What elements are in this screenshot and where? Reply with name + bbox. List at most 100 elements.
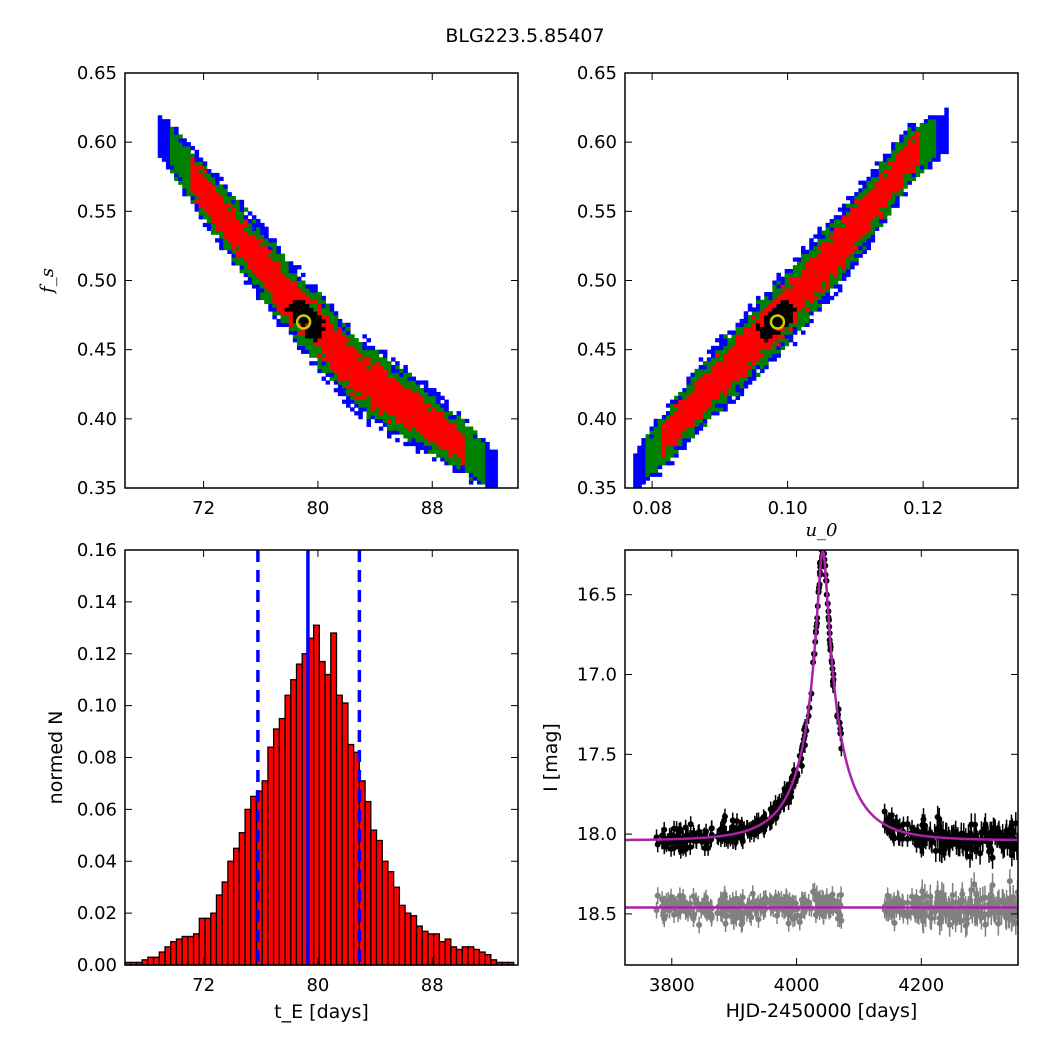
region-cell: [346, 357, 351, 362]
region-cell: [296, 284, 302, 289]
data-point: [661, 826, 668, 833]
region-cell: [756, 345, 761, 351]
region-cell: [395, 407, 400, 412]
region-cell: [415, 445, 421, 450]
histogram-bar: [324, 673, 332, 966]
region-cell: [702, 368, 708, 374]
region-cell: [751, 307, 757, 312]
region-cell: [182, 180, 187, 185]
y-tick-label: 0.60: [577, 132, 617, 153]
region-cell: [288, 299, 294, 304]
region-cell: [305, 288, 310, 293]
region-cell: [456, 414, 462, 420]
region-cell: [432, 418, 437, 424]
region-cell: [231, 215, 236, 220]
region-cell: [911, 161, 917, 166]
region-cell: [444, 430, 449, 435]
region-cell: [239, 261, 245, 266]
region-cell: [829, 268, 835, 274]
region-cell: [292, 318, 298, 324]
data-point: [676, 844, 683, 851]
region-cell: [481, 480, 486, 485]
region-cell: [358, 349, 363, 354]
region-cell: [403, 388, 408, 393]
region-cell: [206, 226, 212, 231]
region-cell: [317, 349, 322, 354]
region-cell: [247, 238, 253, 243]
region-cell: [657, 449, 663, 454]
region-cell: [719, 388, 724, 393]
region-cell: [317, 338, 322, 343]
region-cell: [358, 345, 363, 351]
region-cell: [174, 161, 179, 166]
region-cell: [321, 295, 326, 301]
region-cell: [674, 449, 679, 454]
region-cell: [715, 376, 720, 381]
region-cell: [452, 445, 457, 450]
region-cell: [637, 457, 642, 462]
region-cell: [719, 349, 724, 354]
region-cell: [792, 265, 798, 270]
region-cell: [911, 130, 917, 135]
region-cell: [432, 388, 437, 393]
region-cell: [215, 180, 220, 185]
region-cell: [481, 468, 486, 474]
region-cell: [260, 284, 265, 289]
region-cell: [805, 276, 810, 281]
region-cell: [399, 372, 404, 377]
region-cell: [321, 322, 326, 328]
data-point: [1014, 845, 1018, 852]
region-cell: [694, 430, 700, 435]
region-cell: [268, 253, 273, 258]
region-cell: [878, 161, 884, 166]
region-cell: [440, 426, 445, 431]
region-cell: [341, 341, 347, 347]
region-cell: [776, 272, 781, 278]
region-cell: [444, 411, 449, 416]
region-cell: [157, 138, 163, 143]
region-cell: [899, 157, 904, 162]
region-cell: [825, 234, 831, 239]
region-cell: [882, 153, 888, 158]
region-cell: [809, 249, 814, 254]
region-cell: [231, 203, 236, 208]
region-cell: [305, 299, 310, 304]
region-cell: [182, 149, 187, 155]
region-cell: [735, 380, 741, 385]
residual-point: [696, 921, 703, 928]
region-cell: [333, 345, 339, 351]
region-cell: [792, 276, 798, 281]
region-cell: [280, 280, 286, 285]
region-cell: [686, 388, 691, 393]
region-cell: [370, 353, 376, 358]
region-cell: [374, 395, 380, 401]
region-cell: [756, 303, 761, 308]
region-cell: [448, 438, 453, 443]
region-cell: [174, 142, 179, 147]
region-cell: [706, 395, 712, 401]
region-cell: [268, 261, 273, 266]
region-cell: [870, 176, 876, 181]
region-cell: [468, 464, 474, 470]
histogram-bar: [375, 839, 383, 966]
region-cell: [288, 315, 294, 320]
region-cell: [690, 403, 695, 408]
region-cell: [739, 357, 745, 362]
region-cell: [325, 318, 331, 324]
region-cell: [731, 330, 736, 335]
region-cell: [370, 411, 376, 416]
region-cell: [206, 203, 212, 208]
region-cell: [706, 403, 712, 408]
region-cell: [415, 430, 421, 435]
region-cell: [670, 430, 675, 435]
region-cell: [731, 388, 736, 393]
region-cell: [198, 161, 204, 166]
y-tick-label: 17.0: [577, 665, 617, 686]
region-cell: [833, 261, 839, 266]
data-point: [890, 832, 897, 839]
region-cell: [436, 399, 441, 404]
region-cell: [440, 422, 445, 427]
region-cell: [739, 365, 745, 370]
region-cell: [698, 357, 704, 362]
region-cell: [747, 307, 753, 312]
